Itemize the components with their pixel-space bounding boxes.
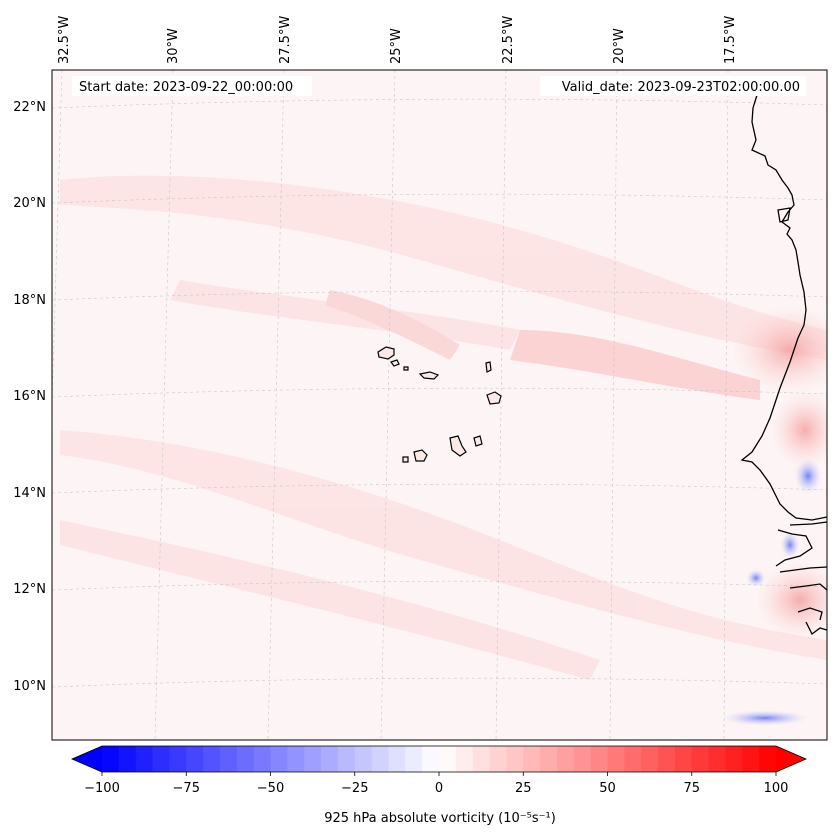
colorbar-cell [422,746,440,772]
lat-label: 18°N [13,293,46,308]
colorbar-cell [590,746,609,772]
colorbar-cell [219,746,238,772]
colorbar-cell [708,746,727,772]
lon-label: 22.5°W [501,16,516,64]
lat-label: 20°N [13,196,46,211]
map-panel: Start date: 2023-09-22_00:00:00 Valid_da… [52,70,827,740]
valid-date-background [540,76,806,96]
colorbar-cell [304,746,322,772]
island-maio [473,435,483,447]
colorbar-cell [506,746,524,772]
colorbar: −100 −75 −50 −25 0 25 50 75 100 925 hPa absolute… [70,745,808,826]
colorbar-cell [607,746,625,772]
colorbar-cell [186,746,204,772]
lat-label: 12°N [13,582,46,597]
colorbar-tick-label: −25 [341,781,368,796]
island-brava [402,456,409,463]
colorbar-cell [270,746,288,772]
colorbar-cell [455,746,474,772]
colorbar-cell [152,746,170,772]
colorbar-cell [388,746,406,772]
island-boa-vista [486,391,502,405]
colorbar-label: 925 hPa absolute vorticity (10⁻⁵s⁻¹) [324,811,556,826]
colorbar-cell [624,746,642,772]
colorbar-cell [691,746,710,772]
lon-label: 17.5°W [723,16,738,64]
colorbar-extend-min [72,746,102,772]
colorbar-cell [742,746,760,772]
lon-label: 30°W [166,28,181,64]
lat-label: 22°N [13,100,46,115]
start-date-background [72,76,312,96]
colorbar-cell [523,746,541,772]
island-sao-nicolau [418,371,440,380]
colorbar-cell [321,746,339,772]
colorbar-cell [674,746,693,772]
valid-date-label: Valid_date: 2023-09-23T02:00:00.00 [562,80,800,95]
vorticity-coastal-anomalies [720,305,827,726]
colorbar-cell [405,746,423,772]
colorbar-cell [472,746,491,772]
colorbar-tick-label: −100 [84,781,120,796]
colorbar-cell [135,746,154,772]
lat-label: 14°N [13,486,46,501]
island-santo-antao [377,346,395,360]
longitude-labels: 32.5°W 30°W 27.5°W 25°W 22.5°W 20°W 17.5… [57,16,738,64]
colorbar-cell [556,746,575,772]
colorbar-tick-label: 75 [683,781,700,796]
colorbar-cell [337,746,356,772]
latitude-labels: 22°N 20°N 18°N 16°N 14°N 12°N 10°N [13,100,46,694]
colorbar-cell [439,746,457,772]
lon-label: 20°W [612,28,627,64]
island-sal [485,361,492,373]
cape-verde-islands [377,346,502,463]
lon-label: 27.5°W [278,16,293,64]
island-fogo [413,449,428,462]
colorbar-tick-label: −50 [257,781,284,796]
colorbar-cell [725,746,743,772]
colorbar-cell [658,746,676,772]
colorbar-ticks: −100 −75 −50 −25 0 25 50 75 100 [84,772,788,796]
colorbar-cell [489,746,507,772]
colorbar-tick-label: −75 [173,781,200,796]
colorbar-cell [287,746,305,772]
lon-label: 32.5°W [57,16,72,64]
island-santa-luzia [403,366,409,371]
colorbar-tick-label: 0 [435,781,443,796]
colorbar-cell [236,746,255,772]
graticule [52,70,827,740]
colorbar-tick-label: 25 [515,781,532,796]
colorbar-extend-max [776,746,806,772]
colorbar-cell [169,746,187,772]
start-date-label: Start date: 2023-09-22_00:00:00 [79,80,293,95]
island-santiago [449,435,467,457]
colorbar-cell [641,746,659,772]
colorbar-cell [118,746,137,772]
colorbar-cell [102,746,120,772]
colorbar-cell [354,746,373,772]
lon-label: 25°W [389,28,404,64]
vorticity-streaks [60,175,827,680]
colorbar-cell [759,746,777,772]
west-africa-coastline [740,94,827,635]
colorbar-cell [253,746,272,772]
colorbar-tick-label: 50 [599,781,616,796]
colorbar-tick-label: 100 [764,781,789,796]
lat-label: 10°N [13,679,46,694]
colorbar-cell [540,746,558,772]
island-sao-vicente [390,359,400,367]
colorbar-cell [371,746,390,772]
map-frame [51,69,828,741]
colorbar-cell [573,746,592,772]
lat-label: 16°N [13,389,46,404]
colorbar-cell [203,746,221,772]
colorbar-cells [102,746,777,772]
